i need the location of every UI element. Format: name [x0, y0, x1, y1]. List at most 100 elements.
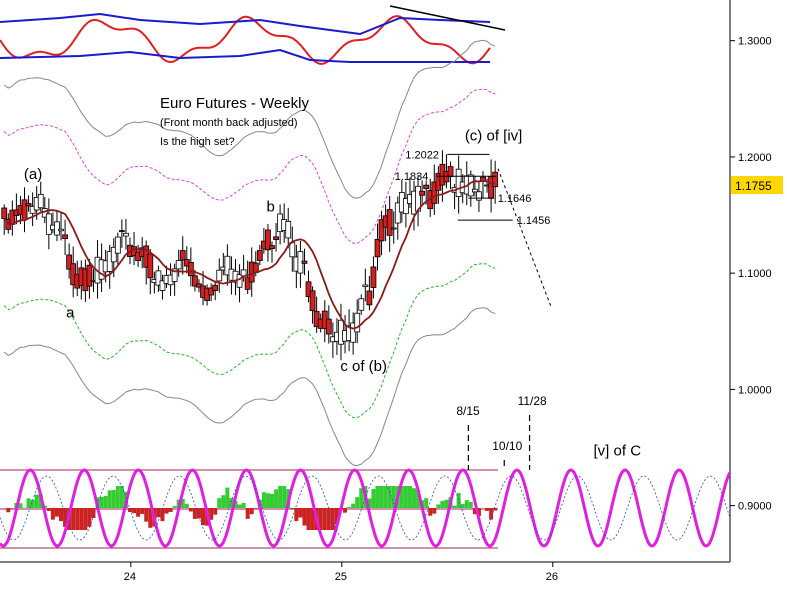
y-tick-label: 1.3000 [738, 36, 772, 48]
candle-body [59, 229, 64, 231]
cycle-histogram-bar [173, 506, 177, 508]
cycle-histogram-bar [238, 504, 242, 508]
cycle-histogram-bar [489, 508, 493, 520]
cycle-histogram-bar [75, 508, 79, 530]
candle-body [326, 319, 331, 334]
cycle-histogram-bar [298, 508, 302, 517]
candle-body [468, 175, 473, 196]
wave-label: (a) [24, 166, 42, 183]
cycle-histogram-bar [91, 508, 95, 518]
cycle-histogram-bar [469, 502, 473, 508]
candle-body [493, 172, 498, 187]
wave-label: c of (b) [340, 358, 387, 375]
candle-body [213, 285, 218, 290]
candle-body [424, 185, 429, 189]
x-tick-label: 26 [546, 571, 558, 583]
cycle-histogram-bar [51, 508, 55, 520]
cycle-histogram-bar [380, 486, 384, 508]
candle-body [375, 239, 380, 256]
candle-body [302, 261, 307, 263]
candle-body [115, 237, 120, 253]
cycle-histogram-bar [132, 508, 136, 513]
cycle-histogram-bar [262, 492, 266, 508]
candle-body [371, 267, 376, 288]
wave-label: [v] of C [594, 443, 642, 460]
last-price-label: 1.1755 [735, 179, 772, 193]
candle-body [188, 262, 193, 275]
candle-body [274, 237, 279, 240]
y-tick-label: 1.1000 [738, 268, 772, 280]
cycle-histogram-bar [436, 504, 440, 508]
y-tick-label: 1.2000 [738, 152, 772, 164]
chart-subtitle-2: Is the high set? [160, 136, 235, 148]
cycle-histogram-bar [351, 504, 355, 508]
cycle-histogram-bar [136, 508, 140, 517]
cycle-histogram-bar [47, 508, 51, 511]
candle-body [87, 265, 92, 286]
cycle-histogram-bar [144, 508, 148, 522]
cycle-histogram-bar [359, 488, 363, 508]
cycle-date-label: 11/28 [518, 394, 547, 408]
cycle-histogram-bar [35, 495, 39, 508]
candle-body [148, 254, 153, 278]
cycle-histogram-bar [327, 508, 331, 530]
cycle-histogram-bar [274, 489, 278, 508]
cycle-histogram-bar [371, 489, 375, 508]
wave-label: b [266, 199, 274, 216]
cycle-histogram-bar [108, 490, 112, 508]
cycle-histogram-bar [112, 490, 116, 508]
cycle-histogram-bar [250, 508, 254, 514]
candle-body [241, 270, 246, 276]
cycle-histogram-bar [55, 508, 59, 517]
candle-body [448, 167, 453, 177]
y-tick-label: 0.9000 [738, 501, 772, 513]
cycle-histogram-bar [302, 508, 306, 526]
cycle-histogram-bar [83, 508, 87, 530]
candle-body [387, 210, 392, 236]
cycle-histogram-bar [140, 508, 144, 514]
cycle-histogram-bar [6, 508, 10, 512]
candle-body [476, 192, 481, 200]
candle-body [367, 291, 372, 305]
cycle-histogram-bar [347, 507, 351, 508]
cycle-histogram-bar [307, 508, 311, 530]
cycle-histogram-bar [217, 498, 221, 508]
fib-level-label: 1.1834 [395, 171, 429, 183]
candle-body [286, 221, 291, 238]
fib-level-label: 1.1646 [498, 193, 532, 205]
candle-body [38, 194, 43, 207]
candle-body [54, 222, 59, 235]
cycle-histogram-bar [242, 503, 246, 508]
cycle-histogram-bar [453, 506, 457, 508]
candle-body [26, 203, 31, 205]
cycle-histogram-bar [27, 498, 31, 508]
candle-body [46, 214, 51, 234]
cycle-histogram-bar [79, 508, 83, 530]
cycle-histogram-bar [59, 508, 63, 521]
cycle-histogram-bar [225, 488, 229, 508]
wave-label: (c) of [iv] [465, 128, 523, 145]
cycle-histogram-bar [165, 508, 169, 514]
cycle-histogram-bar [485, 508, 489, 511]
cycle-histogram-bar [270, 494, 274, 508]
cycle-histogram-bar [201, 508, 205, 525]
cycle-histogram-bar [424, 498, 428, 508]
cycle-date-label: 8/15 [456, 404, 480, 418]
cycle-histogram-bar [282, 486, 286, 508]
candle-body [363, 285, 368, 287]
candle-body [420, 191, 425, 195]
x-tick-label: 24 [124, 571, 136, 583]
cycle-histogram-bar [213, 508, 217, 515]
candle-body [123, 233, 128, 236]
cycle-histogram-bar [432, 508, 436, 514]
cycle-histogram-bar [384, 486, 388, 508]
cycle-histogram-bar [266, 493, 270, 508]
cycle-histogram-bar [189, 508, 193, 511]
wave-label: a [66, 304, 75, 321]
candle-body [2, 208, 7, 219]
cycle-histogram-bar [465, 500, 469, 508]
chart-title: Euro Futures - Weekly [160, 95, 309, 112]
candle-body [359, 299, 364, 310]
